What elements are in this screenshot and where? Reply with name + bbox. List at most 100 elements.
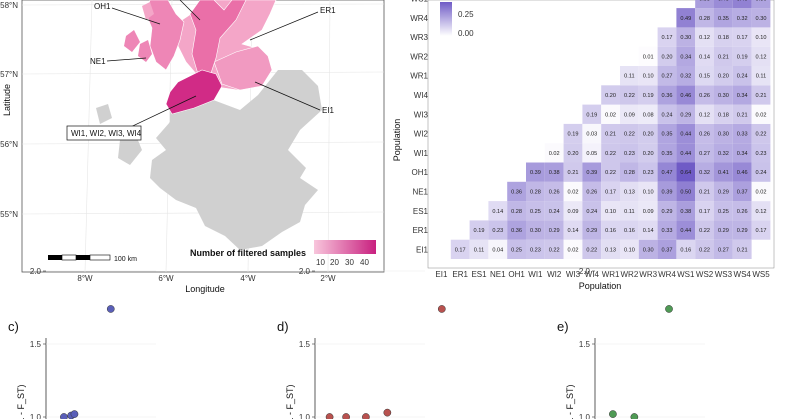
heatmap-cell (714, 0, 733, 9)
heatmap-cell (657, 85, 677, 105)
map-scalebar: 100 km (48, 254, 137, 263)
heatmap-legend-tick: 0.25 (458, 10, 474, 19)
heatmap-cell-value: 0.30 (680, 35, 691, 41)
heatmap-cell (732, 46, 752, 66)
heatmap-cell (563, 220, 583, 240)
map-callout-ei1: EI1 (322, 106, 335, 115)
heatmap-x-tick-label: NE1 (490, 270, 506, 279)
heatmap-cell-value: 0.21 (756, 93, 767, 99)
heatmap-cell-value: 0.29 (737, 228, 748, 234)
heatmap-cell-value: 0.28 (511, 209, 522, 215)
heatmap-cell (732, 8, 752, 28)
heatmap-cell (732, 123, 752, 144)
heatmap-cell (620, 104, 639, 124)
heatmap-cell-value: 0.17 (605, 189, 616, 195)
heatmap-cell-value: 0.21 (699, 189, 710, 195)
heatmap-cell-value: 0.35 (718, 16, 729, 22)
map-y-label: Latitude (2, 84, 12, 116)
heatmap-cell (714, 162, 733, 182)
scatter-y-tick-label: 2.0 (299, 267, 311, 276)
scatter-y-label: (1 - F_ST) (16, 384, 26, 419)
heatmap-cell (751, 201, 771, 221)
heatmap-y-tick-label: WI1 (414, 149, 429, 158)
scatter-y-tick-label: 1.5 (579, 340, 591, 349)
heatmap-y-tick-label: WR1 (410, 72, 428, 81)
heatmap-cell-value: 0.24 (586, 209, 597, 215)
scatter-panel-label: e) (557, 319, 569, 334)
heatmap-cell-value: 0.29 (718, 189, 729, 195)
heatmap-cell (638, 239, 658, 259)
heatmap-cell-value: 0.27 (699, 151, 710, 157)
heatmap-cell (526, 239, 545, 259)
heatmap-cell-value: 0.21 (737, 112, 748, 118)
heatmap-cell (676, 46, 696, 66)
scatter-panel-d: d) 2.0 1.5 1.0 (1 - F_ST) (277, 267, 446, 419)
heatmap-cell-value: 0.12 (756, 209, 767, 215)
heatmap-cell (657, 201, 677, 221)
heatmap-cell (601, 123, 620, 144)
heatmap-cell-value: 0.02 (605, 112, 616, 118)
heatmap-cell-value: 0.21 (568, 170, 579, 176)
heatmap-cell-value: 0.11 (756, 74, 766, 80)
heatmap-cell (714, 143, 733, 163)
heatmap-cell (751, 181, 771, 202)
heatmap-cell (714, 239, 733, 259)
heatmap-cell-value: 0.10 (756, 35, 767, 41)
map-island-pink-3 (142, 2, 154, 20)
heatmap-cell (714, 201, 733, 221)
heatmap-cell-value: 0.21 (737, 247, 748, 253)
heatmap-cell-value: 0.32 (737, 16, 748, 22)
heatmap-cell-value: 0.05 (586, 151, 597, 157)
heatmap-cell-value: 0.21 (718, 54, 729, 60)
heatmap-cell (676, 66, 696, 86)
heatmap-cell-value: 0.20 (643, 151, 654, 157)
heatmap-cell-value: 0.23 (530, 247, 541, 253)
heatmap-x-labels: EI1 ER1 ES1 NE1 OH1 WI1 WI2 WI3 WI4 WR1 WR2 WR3 WR4 W… (435, 270, 770, 279)
heatmap-cell (732, 220, 752, 240)
scatter-point (70, 410, 79, 418)
heatmap-cell (676, 104, 696, 124)
heatmap-cell (732, 104, 752, 124)
heatmap-y-tick-label: OH1 (412, 168, 429, 177)
map-callout-wi-box (66, 125, 142, 141)
heatmap-cell-value: 0.12 (699, 35, 710, 41)
heatmap-cell-value: 0.38 (699, 0, 710, 2)
heatmap-cell (751, 123, 771, 144)
scatter-point (665, 305, 673, 313)
heatmap-cell (620, 201, 639, 221)
scatter-panel-label: d) (277, 319, 289, 334)
heatmap-cell (657, 123, 677, 144)
heatmap-cell-value: 0.47 (662, 170, 673, 176)
heatmap-cell (601, 162, 620, 182)
heatmap-cell-value: 0.29 (718, 228, 729, 234)
heatmap-cell-value: 0.25 (718, 209, 729, 215)
map-legend-tick: 20 (330, 258, 339, 267)
scatter-y-label: (1 - F_ST) (285, 384, 295, 419)
heatmap-cell (676, 239, 696, 259)
heatmap-cell (620, 220, 639, 240)
heatmap-cell (601, 201, 620, 221)
heatmap-cell-value: 0.24 (662, 112, 673, 118)
heatmap-cell-value: 0.30 (756, 16, 767, 22)
heatmap-cell (695, 201, 714, 221)
heatmap-cell (657, 239, 677, 259)
heatmap-cell-value: 0.14 (568, 228, 579, 234)
heatmap-cell-value: 0.21 (605, 132, 616, 138)
heatmap-cell-value: 0.38 (680, 209, 691, 215)
heatmap-cell (544, 181, 564, 202)
heatmap-cell (620, 66, 639, 86)
map-callout-er1: ER1 (320, 6, 336, 15)
heatmap-cell (714, 220, 733, 240)
heatmap-cell-value: 0.29 (662, 209, 673, 215)
heatmap-cell-value: 0.11 (624, 74, 634, 80)
heatmap-cell-value: 0.23 (643, 170, 654, 176)
heatmap-cell (544, 201, 564, 221)
heatmap-cell-value: 0.34 (737, 93, 748, 99)
map-region-mid-pink (189, 0, 247, 77)
heatmap-cell-value: 0.33 (737, 132, 748, 138)
heatmap-cell (714, 104, 733, 124)
heatmap-cell (638, 181, 658, 202)
heatmap-cell-value: 0.09 (643, 209, 654, 215)
scatter-y-tick-label: 2.0 (579, 267, 591, 276)
heatmap-x-tick-label: WS4 (734, 270, 752, 279)
